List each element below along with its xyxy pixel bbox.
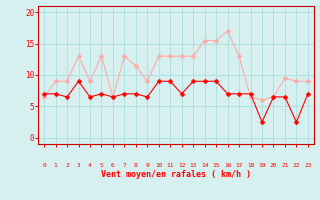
X-axis label: Vent moyen/en rafales ( km/h ): Vent moyen/en rafales ( km/h ) bbox=[101, 170, 251, 179]
